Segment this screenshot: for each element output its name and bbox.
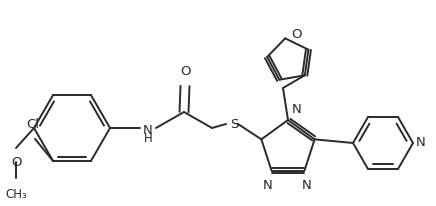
Text: O: O [11, 156, 21, 169]
Text: N: N [143, 124, 153, 137]
Text: N: N [262, 179, 272, 192]
Text: N: N [302, 179, 311, 192]
Text: N: N [416, 137, 426, 150]
Text: O: O [291, 28, 302, 41]
Text: CH₃: CH₃ [5, 188, 27, 201]
Text: N: N [292, 103, 302, 116]
Text: O: O [180, 65, 190, 78]
Text: Cl: Cl [27, 118, 40, 131]
Text: S: S [230, 117, 238, 130]
Text: H: H [143, 131, 152, 144]
